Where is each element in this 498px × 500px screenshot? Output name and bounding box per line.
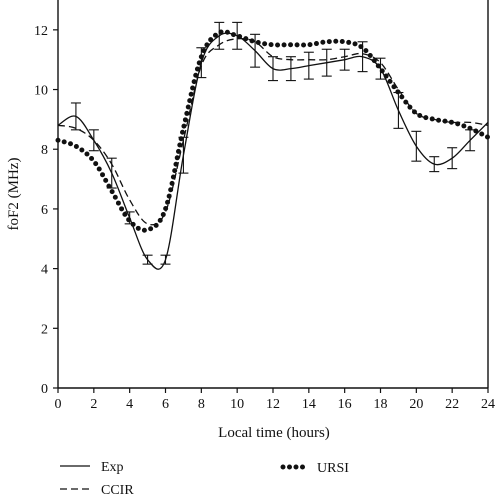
x-tick-label: 22 bbox=[445, 397, 459, 412]
y-tick-label: 4 bbox=[41, 263, 48, 278]
error-bar bbox=[142, 254, 153, 265]
legend-label-ccir: CCIR bbox=[101, 483, 134, 498]
error-bar bbox=[375, 57, 386, 80]
error-bar bbox=[303, 51, 314, 80]
error-bar bbox=[268, 56, 278, 82]
error-bar bbox=[465, 129, 476, 152]
series-exp bbox=[57, 21, 489, 270]
x-axis-title: Local time (hours) bbox=[218, 425, 330, 441]
legend-label-exp: Exp bbox=[101, 460, 124, 475]
x-tick-label: 0 bbox=[55, 397, 62, 412]
x-tick-label: 24 bbox=[481, 397, 495, 412]
error-bar bbox=[339, 48, 350, 71]
x-tick-label: 18 bbox=[374, 397, 388, 412]
error-bar bbox=[250, 33, 261, 68]
y-tick-label: 6 bbox=[41, 203, 48, 218]
y-tick-label: 2 bbox=[41, 322, 48, 337]
error-bar bbox=[232, 21, 243, 50]
x-tick-label: 16 bbox=[338, 397, 352, 412]
legend: Exp CCIR URSI bbox=[60, 460, 349, 498]
x-tick-label: 6 bbox=[162, 397, 169, 412]
error-bar bbox=[429, 156, 440, 173]
error-bar bbox=[285, 56, 296, 82]
series-layer bbox=[55, 21, 491, 270]
x-tick-label: 10 bbox=[230, 397, 244, 412]
x-tick-label: 8 bbox=[198, 397, 205, 412]
error-bar bbox=[106, 157, 117, 189]
y-tick-label: 10 bbox=[34, 84, 48, 99]
error-bar bbox=[321, 48, 332, 77]
x-tick-label: 2 bbox=[90, 397, 97, 412]
series-ursi bbox=[55, 29, 491, 233]
x-tick-label: 4 bbox=[126, 397, 133, 412]
series-line-ursi bbox=[55, 29, 491, 233]
error-bar bbox=[70, 102, 81, 131]
error-bar bbox=[447, 147, 458, 170]
y-tick-label: 12 bbox=[34, 24, 48, 39]
y-tick-label: 8 bbox=[41, 143, 48, 158]
y-axis-title: foF2 (MHz) bbox=[6, 158, 22, 231]
x-tick-label: 20 bbox=[409, 397, 423, 412]
x-tick-label: 14 bbox=[302, 397, 316, 412]
x-tick-label: 12 bbox=[266, 397, 280, 412]
legend-label-ursi: URSI bbox=[317, 461, 349, 476]
error-bar bbox=[160, 254, 171, 265]
error-bar bbox=[411, 130, 422, 162]
y-tick-label: 0 bbox=[41, 382, 48, 397]
